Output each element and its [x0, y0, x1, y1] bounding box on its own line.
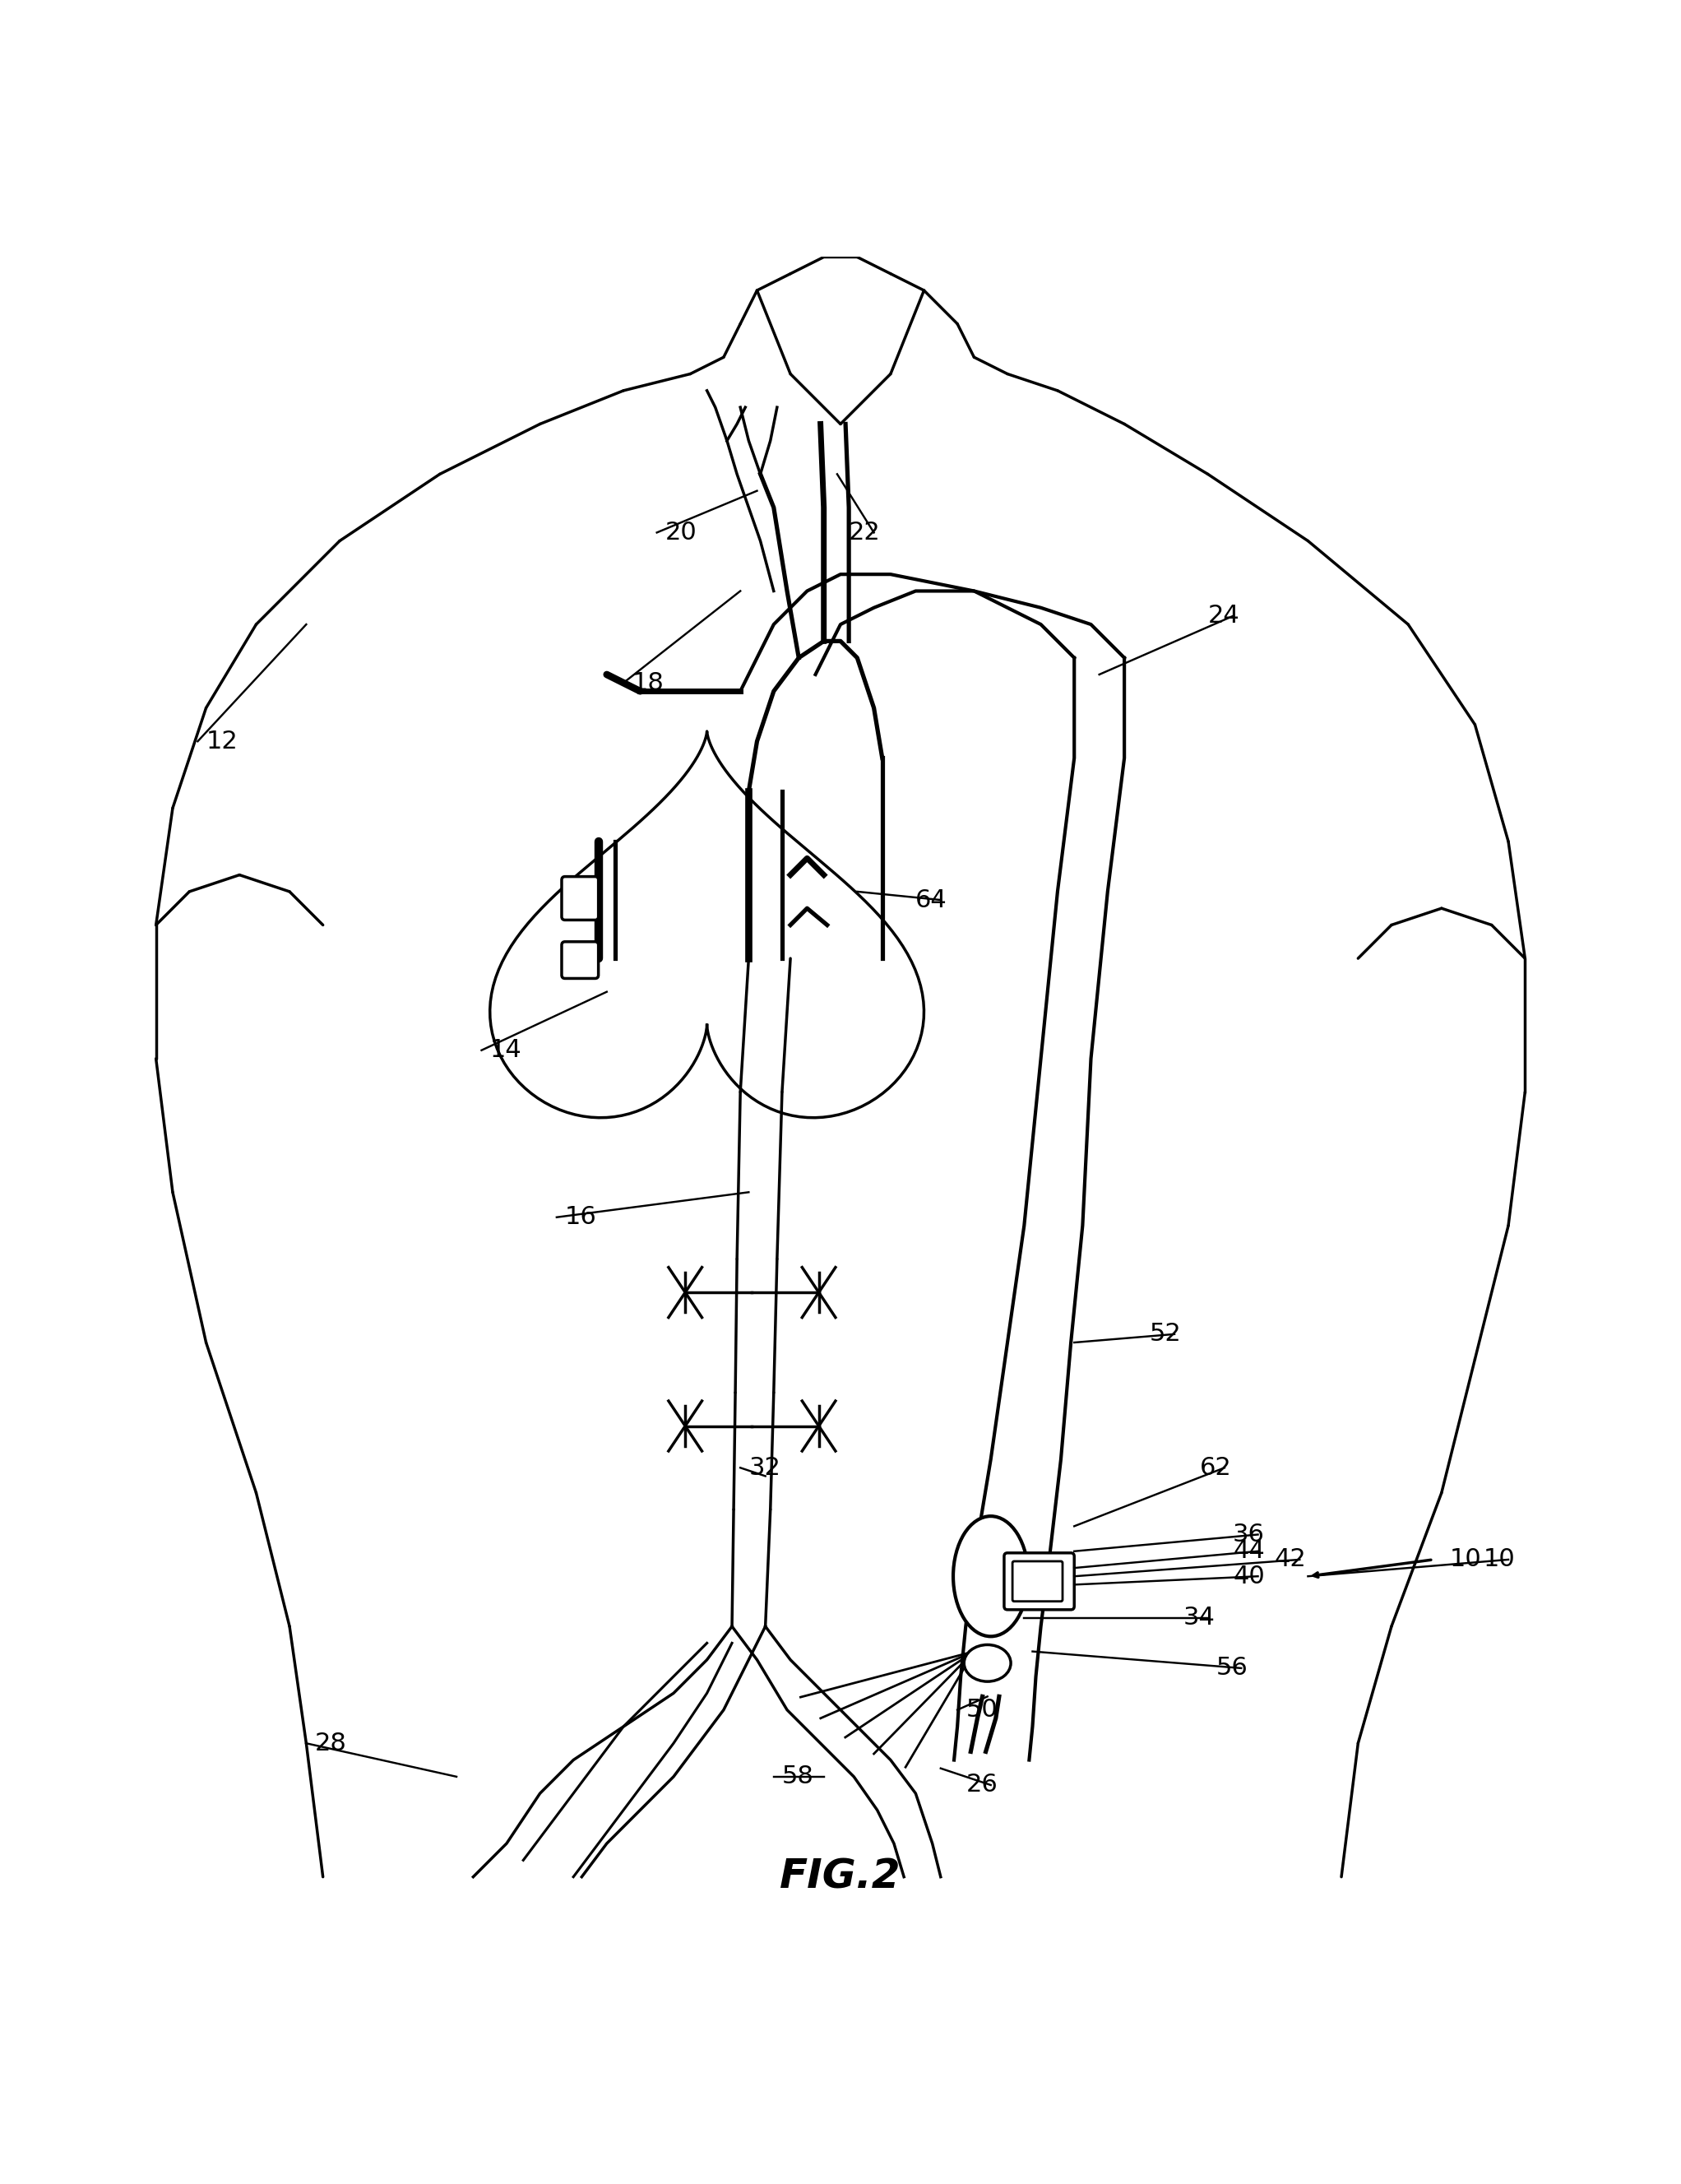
Text: 22: 22 [849, 520, 881, 544]
Ellipse shape [953, 1516, 1029, 1636]
Text: 40: 40 [1232, 1564, 1264, 1588]
FancyBboxPatch shape [1004, 1553, 1074, 1610]
Text: 32: 32 [748, 1457, 780, 1481]
Text: 42: 42 [1274, 1548, 1306, 1572]
Text: 34: 34 [1183, 1605, 1215, 1629]
Text: 18: 18 [632, 670, 664, 695]
Text: 58: 58 [782, 1765, 814, 1789]
Text: 10: 10 [1483, 1548, 1515, 1572]
Text: 52: 52 [1150, 1321, 1182, 1345]
Text: 64: 64 [916, 889, 948, 913]
Text: 50: 50 [965, 1697, 997, 1721]
Text: 28: 28 [314, 1732, 346, 1756]
Text: 14: 14 [489, 1037, 521, 1061]
Text: 44: 44 [1232, 1540, 1264, 1564]
Text: 26: 26 [965, 1773, 997, 1797]
Text: 56: 56 [1215, 1655, 1247, 1679]
Text: 16: 16 [565, 1206, 597, 1230]
FancyBboxPatch shape [561, 941, 598, 978]
Text: 12: 12 [207, 729, 239, 753]
Text: 10: 10 [1451, 1548, 1481, 1572]
Text: FIG.2: FIG.2 [780, 1856, 901, 1896]
FancyBboxPatch shape [1012, 1562, 1062, 1601]
Text: 20: 20 [666, 520, 698, 544]
Text: 62: 62 [1200, 1457, 1230, 1481]
Text: 36: 36 [1232, 1522, 1264, 1546]
FancyBboxPatch shape [561, 876, 598, 919]
Ellipse shape [963, 1645, 1010, 1682]
Text: 24: 24 [1209, 605, 1239, 629]
